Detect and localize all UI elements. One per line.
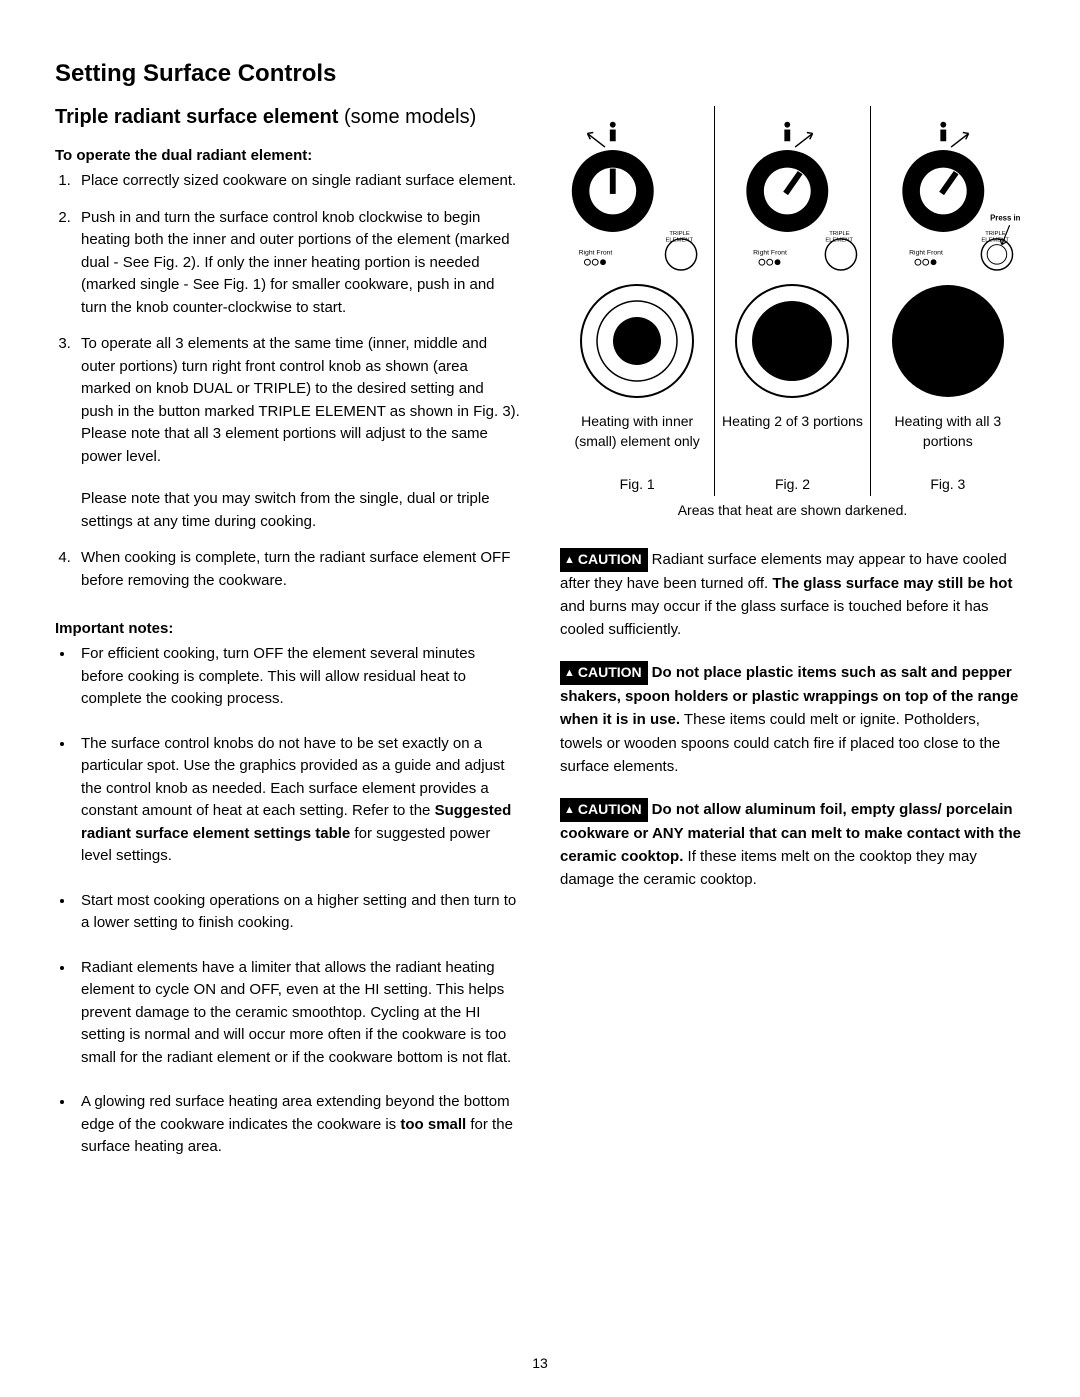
figure-label: Fig. 1	[564, 476, 710, 492]
section-subtitle: Triple radiant surface element (some mod…	[55, 106, 520, 129]
step-item: Push in and turn the surface control kno…	[75, 207, 520, 320]
svg-text:TRIPLE: TRIPLE	[669, 231, 690, 237]
figure-caption: Heating 2 of 3 portions	[719, 412, 865, 474]
note-item: The surface control knobs do not have to…	[75, 733, 520, 868]
figure-label: Fig. 3	[875, 476, 1021, 492]
svg-text:Press in: Press in	[990, 213, 1021, 222]
right-column: Right Front TRIPLE ELEMENT Heating with …	[555, 106, 1025, 1181]
important-heading: Important notes:	[55, 620, 520, 637]
content-columns: Triple radiant surface element (some mod…	[55, 106, 1025, 1181]
caution-tag: CAUTION	[560, 798, 648, 822]
step-text: To operate all 3 elements at the same ti…	[81, 335, 520, 465]
page-number: 13	[0, 1355, 1080, 1371]
page-title: Setting Surface Controls	[55, 60, 1025, 88]
note-item: For efficient cooking, turn OFF the elem…	[75, 643, 520, 711]
step-note: Please note that you may switch from the…	[81, 488, 520, 533]
darkened-note: Areas that heat are shown darkened.	[560, 502, 1025, 518]
note-item: Start most cooking operations on a highe…	[75, 890, 520, 935]
svg-text:ELEMENT: ELEMENT	[665, 238, 693, 244]
svg-text:ELEMENT: ELEMENT	[826, 238, 854, 244]
left-column: Triple radiant surface element (some mod…	[55, 106, 525, 1181]
subtitle-bold: Triple radiant surface element	[55, 106, 344, 128]
element-ring-2	[719, 276, 865, 406]
knob-diagram-2: Right Front TRIPLE ELEMENT	[719, 106, 865, 276]
steps-list: Place correctly sized cookware on single…	[55, 170, 520, 592]
svg-text:TRIPLE: TRIPLE	[830, 231, 851, 237]
notes-list: For efficient cooking, turn OFF the elem…	[55, 643, 520, 1159]
operate-heading: To operate the dual radiant element:	[55, 147, 520, 164]
svg-text:Right Front: Right Front	[909, 249, 943, 256]
figure-caption: Heating with inner (small) element only	[564, 412, 710, 474]
figure-2: Right Front TRIPLE ELEMENT Heating 2 of …	[715, 106, 870, 496]
svg-text:Right Front: Right Front	[579, 249, 613, 256]
step-item: Place correctly sized cookware on single…	[75, 170, 520, 193]
caution-block: CAUTIONDo not place plastic items such a…	[560, 661, 1025, 778]
step-item: To operate all 3 elements at the same ti…	[75, 333, 520, 533]
svg-text:ELEMENT: ELEMENT	[981, 238, 1009, 244]
figure-3: Press in Right Front TRIPLE ELEMENT	[871, 106, 1025, 496]
caution-tag: CAUTION	[560, 548, 648, 572]
subtitle-normal: (some models)	[344, 106, 476, 128]
note-item: A glowing red surface heating area exten…	[75, 1091, 520, 1159]
caution-tag: CAUTION	[560, 661, 648, 685]
figure-1: Right Front TRIPLE ELEMENT Heating with …	[560, 106, 715, 496]
svg-text:Right Front: Right Front	[753, 249, 787, 256]
caution-block: CAUTIONRadiant surface elements may appe…	[560, 548, 1025, 641]
figure-caption: Heating with all 3 portions	[875, 412, 1021, 474]
knob-diagram-1: Right Front TRIPLE ELEMENT	[564, 106, 710, 276]
element-ring-3	[875, 276, 1021, 406]
caution-block: CAUTIONDo not allow aluminum foil, empty…	[560, 798, 1025, 891]
figures-row: Right Front TRIPLE ELEMENT Heating with …	[560, 106, 1025, 496]
note-item: Radiant elements have a limiter that all…	[75, 957, 520, 1070]
svg-text:TRIPLE: TRIPLE	[985, 231, 1006, 237]
element-ring-1	[564, 276, 710, 406]
knob-diagram-3: Press in Right Front TRIPLE ELEMENT	[875, 106, 1021, 276]
step-item: When cooking is complete, turn the radia…	[75, 547, 520, 592]
figure-label: Fig. 2	[719, 476, 865, 492]
